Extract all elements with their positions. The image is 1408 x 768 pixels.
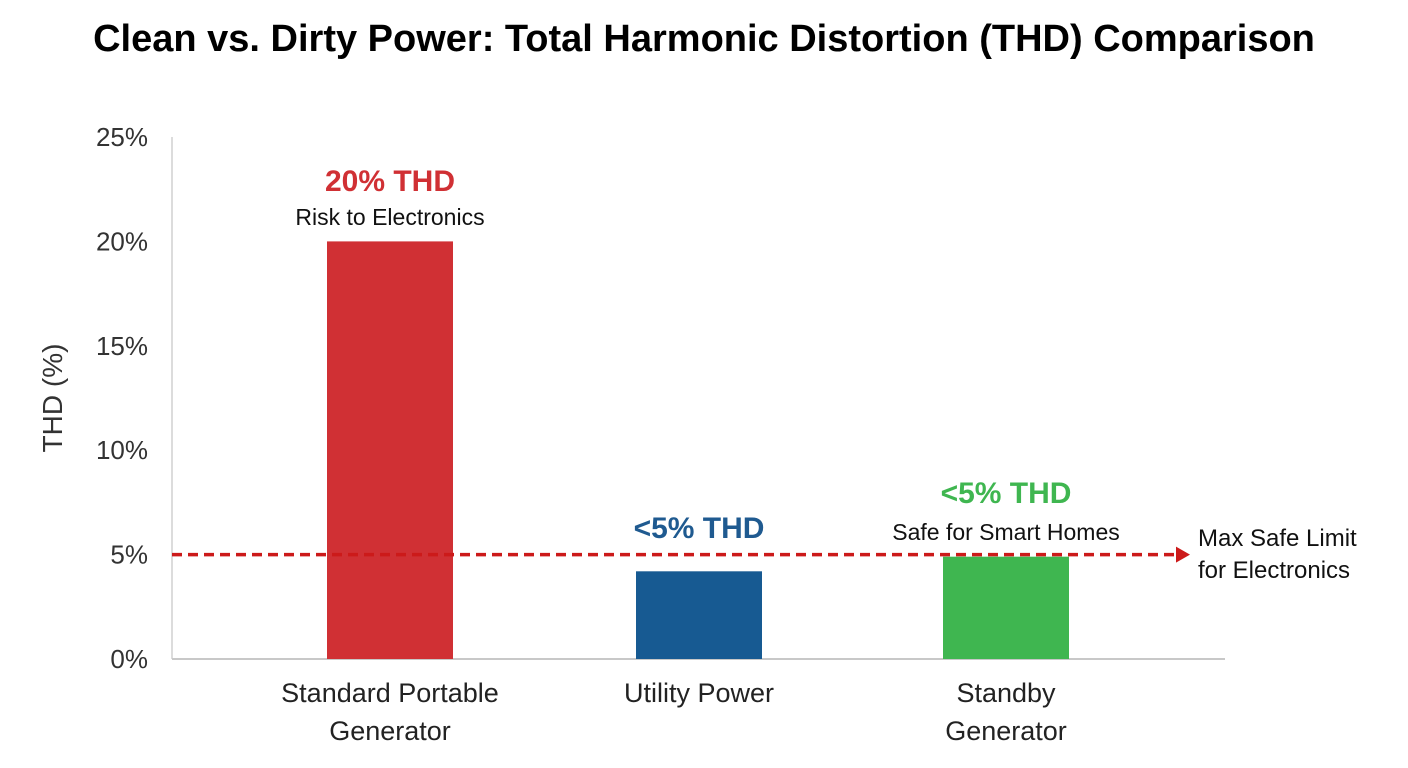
y-tick-label: 5% [110, 540, 148, 570]
bar-2 [943, 556, 1069, 659]
bar-0 [327, 241, 453, 659]
data-label: <5% THD [634, 512, 765, 545]
data-label: 20% THD [325, 165, 455, 198]
reference-arrow-icon [1176, 546, 1190, 563]
y-tick-label: 20% [96, 226, 148, 256]
reference-label: Max Safe Limit [1198, 525, 1357, 552]
y-tick-label: 10% [96, 435, 148, 465]
chart-title: Clean vs. Dirty Power: Total Harmonic Di… [93, 18, 1315, 60]
y-tick-label: 15% [96, 331, 148, 361]
x-tick-label: Standby [956, 678, 1056, 708]
bar-1 [636, 571, 762, 659]
x-tick-label: Generator [329, 716, 451, 746]
x-tick-label: Utility Power [624, 678, 774, 708]
reference-label: for Electronics [1198, 557, 1350, 584]
y-tick-label: 25% [96, 122, 148, 152]
y-tick-label: 0% [110, 644, 148, 674]
data-sublabel: Risk to Electronics [295, 204, 484, 230]
x-tick-label: Generator [945, 716, 1067, 746]
data-label: <5% THD [941, 477, 1072, 510]
x-tick-label: Standard Portable [281, 678, 499, 708]
y-axis-label: THD (%) [37, 344, 68, 453]
data-sublabel: Safe for Smart Homes [892, 519, 1120, 545]
